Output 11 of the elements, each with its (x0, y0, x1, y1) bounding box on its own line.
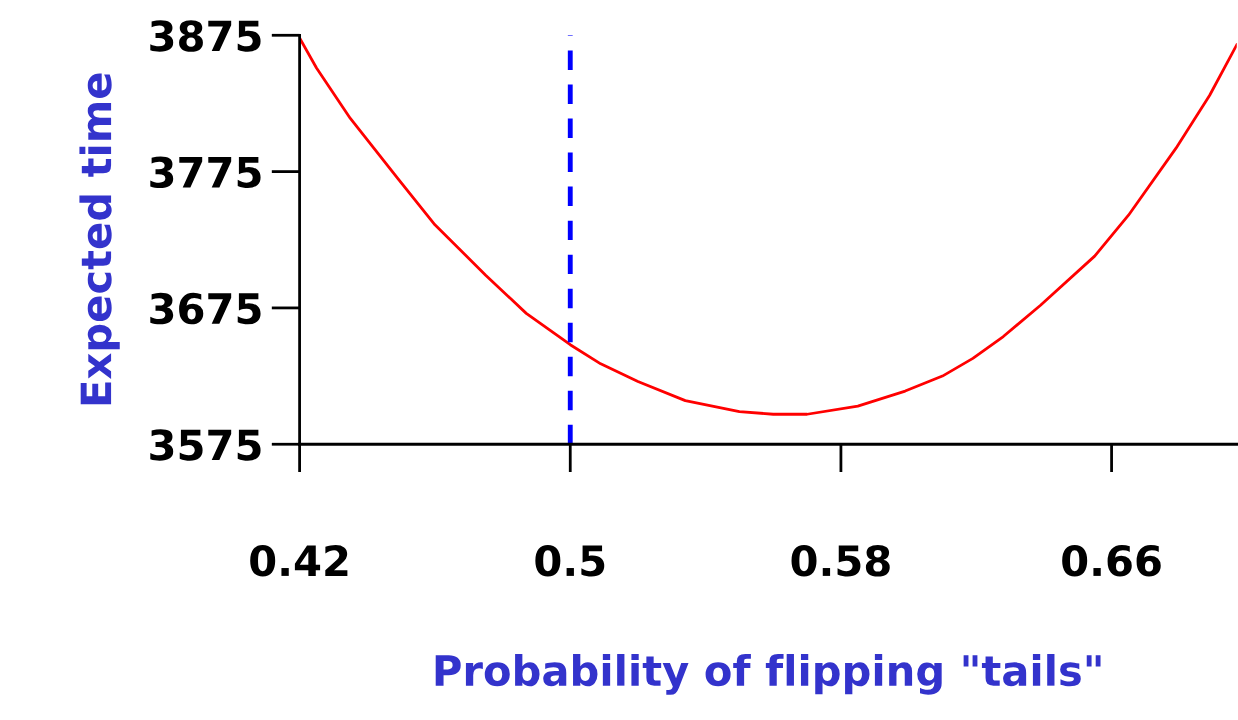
x-tick-label: 0.5 (535, 544, 605, 577)
y-tick-label: 3775 (150, 156, 261, 189)
y-tick-label: 3575 (150, 429, 261, 461)
y-tick-label: 3875 (150, 20, 261, 52)
x-tick-label: 0.66 (1062, 544, 1161, 577)
line-series (299, 36, 1237, 416)
x-tick-label: 0.42 (250, 544, 348, 577)
x-tick-label: 0.58 (791, 544, 890, 577)
x-axis-title: Probability of flipping "tails" (435, 654, 1101, 695)
y-tick-label: 3675 (150, 292, 261, 325)
y-axis-title: Expected time (79, 73, 120, 405)
